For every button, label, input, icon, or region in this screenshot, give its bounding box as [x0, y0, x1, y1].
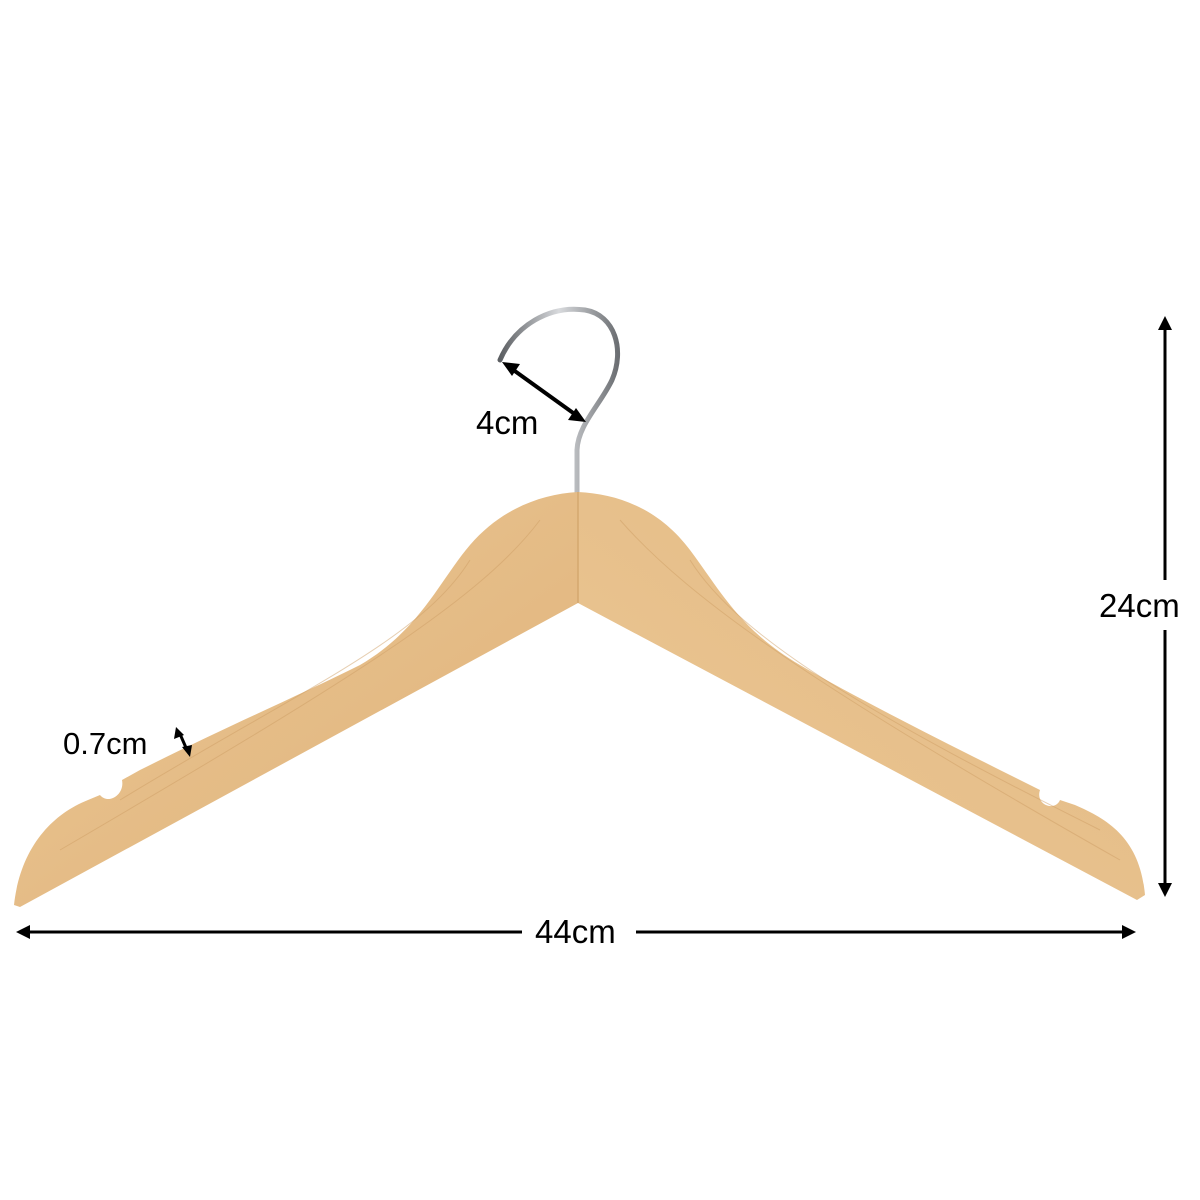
- height-dimension-label: 24cm: [1099, 587, 1180, 624]
- metal-hook: [497, 306, 621, 495]
- thickness-dimension-arrow: [174, 727, 192, 757]
- hanger-right-arm: [578, 492, 1145, 900]
- height-dimension-arrow: [1158, 316, 1172, 897]
- hanger-left-arm: [14, 492, 578, 907]
- width-dimension-label: 44cm: [535, 913, 616, 950]
- hook-dimension-label: 4cm: [476, 404, 539, 441]
- thickness-dimension-label: 0.7cm: [63, 726, 148, 761]
- hook-dimension-arrow: [502, 362, 586, 422]
- width-dimension-arrow: [16, 925, 1136, 939]
